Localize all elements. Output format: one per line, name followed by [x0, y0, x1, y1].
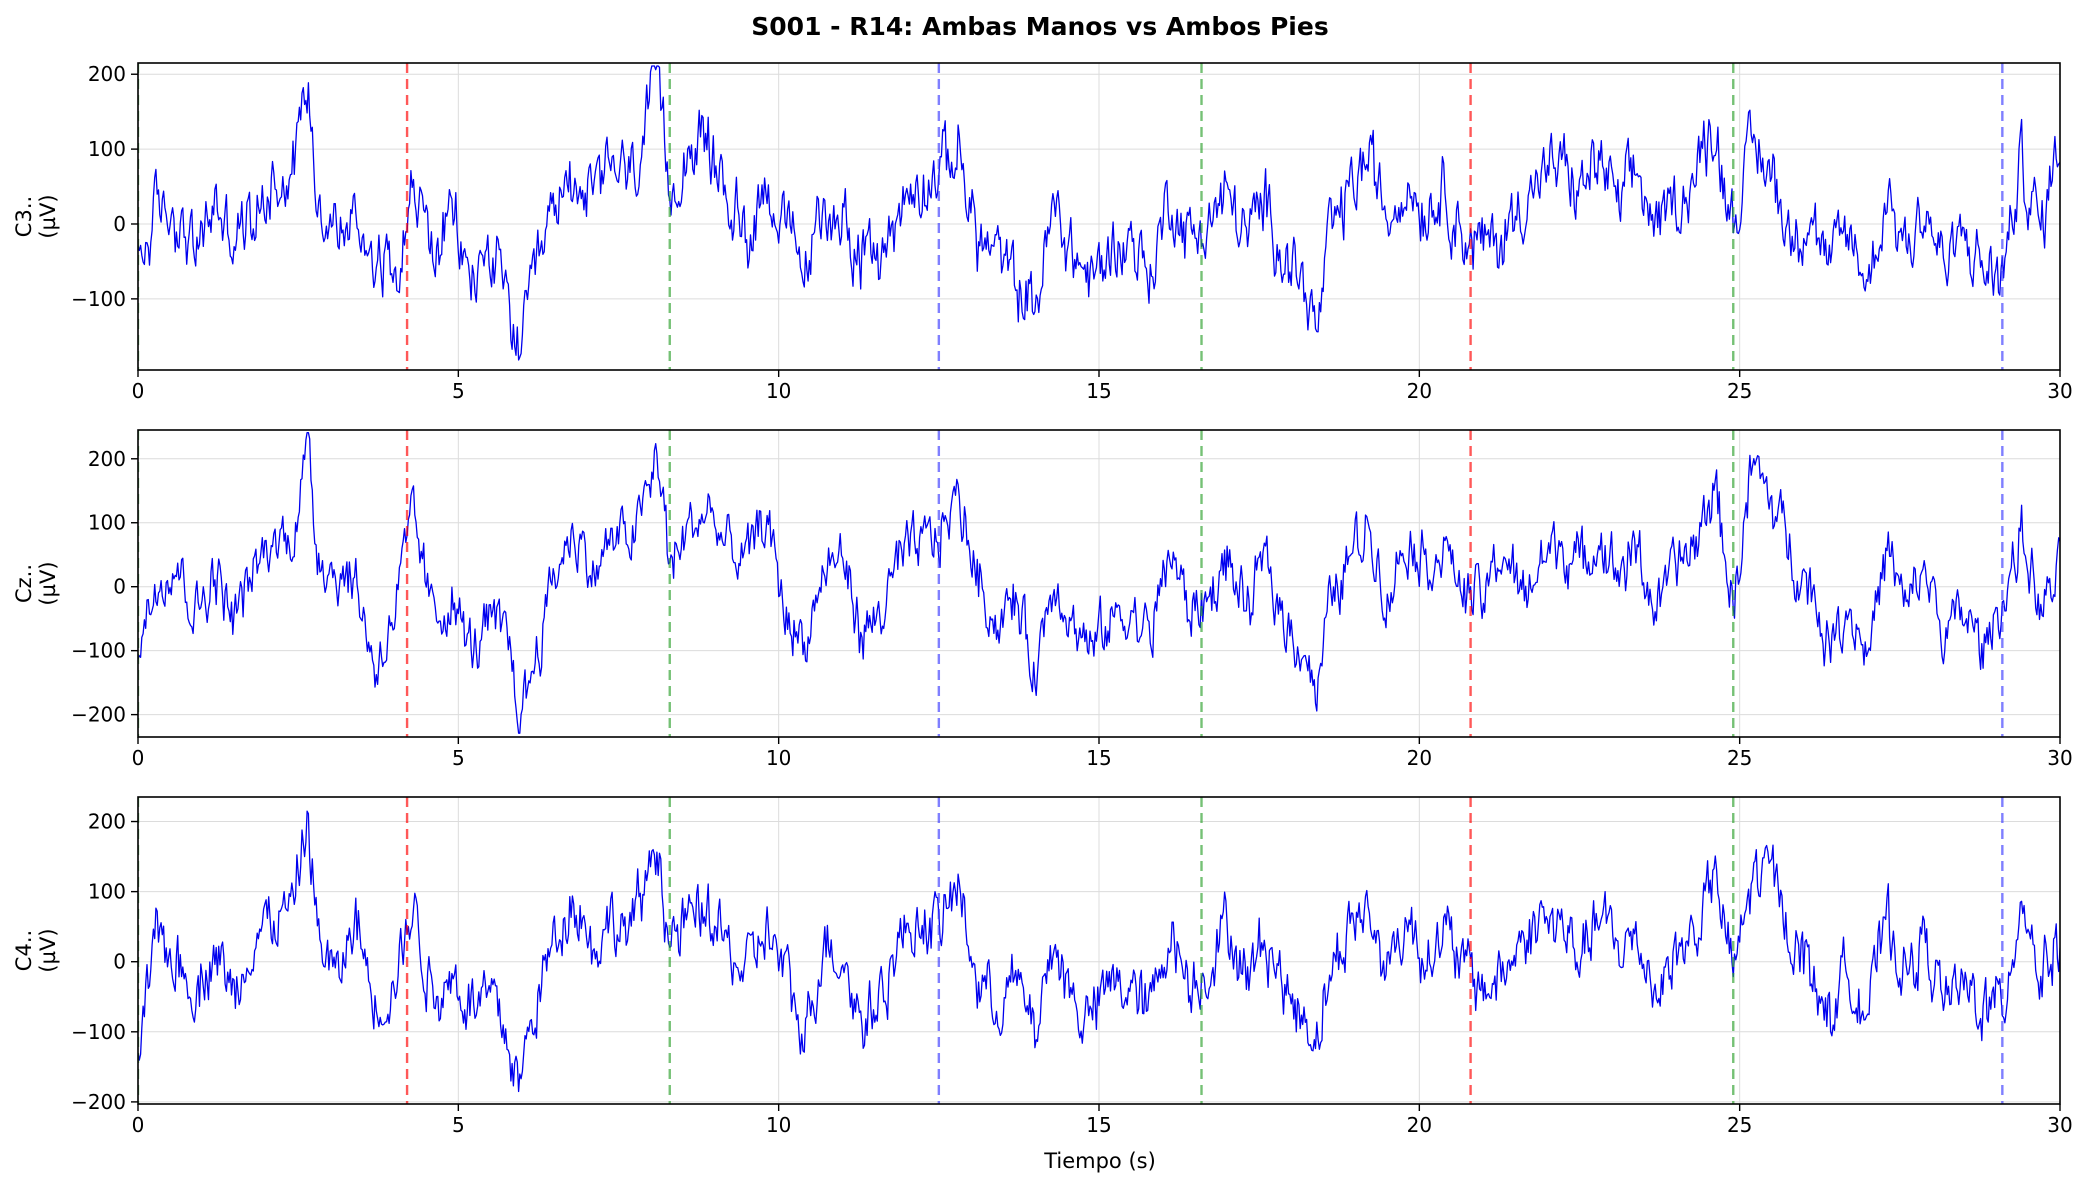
panel-frame [137, 62, 2061, 371]
x-tick-label: 10 [766, 379, 791, 403]
y-tick-label: 200 [88, 810, 126, 834]
x-tick-label: 25 [1727, 379, 1752, 403]
x-tick-label: 20 [1407, 746, 1432, 770]
x-tick-label: 20 [1407, 379, 1432, 403]
x-tick-label: 30 [2047, 746, 2072, 770]
y-axis-unit-label: (µV) [36, 194, 60, 238]
x-tick-label: 5 [452, 1113, 465, 1137]
y-tick-label: −200 [71, 1090, 126, 1114]
eeg-panel-c4: 0 5 10 15 20 25 30 200 100 0 −100 −200 C4.. (µV) [12, 796, 2073, 1137]
y-tick-label: 0 [113, 950, 126, 974]
y-tick-label: 200 [88, 62, 126, 86]
y-tick-label: −100 [71, 287, 126, 311]
y-axis-unit-label: (µV) [36, 561, 60, 605]
x-tick-label: 10 [766, 746, 791, 770]
y-tick-label: −100 [71, 639, 126, 663]
panel-frame [137, 796, 2061, 1105]
eeg-trace [138, 65, 2060, 361]
x-tick-label: 10 [766, 1113, 791, 1137]
y-axis-unit-label: (µV) [36, 928, 60, 972]
x-tick-label: 15 [1086, 746, 1111, 770]
x-tick-label: 0 [132, 1113, 145, 1137]
y-tick-label: −200 [71, 703, 126, 727]
y-axis-channel-label: C3.. [12, 196, 36, 237]
y-tick-label: 100 [88, 511, 126, 535]
y-axis-channel-label: Cz.. [12, 564, 36, 603]
x-tick-label: 15 [1086, 379, 1111, 403]
x-axis-label: Tiempo (s) [1043, 1149, 1156, 1173]
y-axis-channel-label: C4.. [12, 930, 36, 971]
x-tick-label: 0 [132, 379, 145, 403]
trace-group [138, 430, 2060, 737]
trace-group [138, 63, 2060, 370]
y-tick-label: 0 [113, 212, 126, 236]
y-tick-label: 0 [113, 575, 126, 599]
figure-title: S001 - R14: Ambas Manos vs Ambos Pies [751, 12, 1328, 41]
y-tick-label: 100 [88, 880, 126, 904]
y-tick-label: 200 [88, 447, 126, 471]
x-tick-label: 25 [1727, 746, 1752, 770]
eeg-panel-cz: 0 5 10 15 20 25 30 200 100 0 −100 −200 Cz.. (µV) [12, 429, 2073, 770]
x-tick-label: 15 [1086, 1113, 1111, 1137]
x-tick-label: 30 [2047, 379, 2072, 403]
y-tick-label: 100 [88, 137, 126, 161]
x-tick-label: 5 [452, 746, 465, 770]
x-tick-label: 5 [452, 379, 465, 403]
trace-group [138, 797, 2060, 1104]
eeg-panel-c3: 0 5 10 15 20 25 30 200 100 0 −100 C3.. (µV) [12, 62, 2073, 403]
y-tick-label: −100 [71, 1020, 126, 1044]
x-tick-label: 30 [2047, 1113, 2072, 1137]
eeg-trace [138, 810, 2060, 1093]
x-tick-label: 20 [1407, 1113, 1432, 1137]
x-tick-label: 25 [1727, 1113, 1752, 1137]
panel-frame [137, 429, 2061, 738]
x-tick-label: 0 [132, 746, 145, 770]
eeg-trace [138, 431, 2060, 734]
